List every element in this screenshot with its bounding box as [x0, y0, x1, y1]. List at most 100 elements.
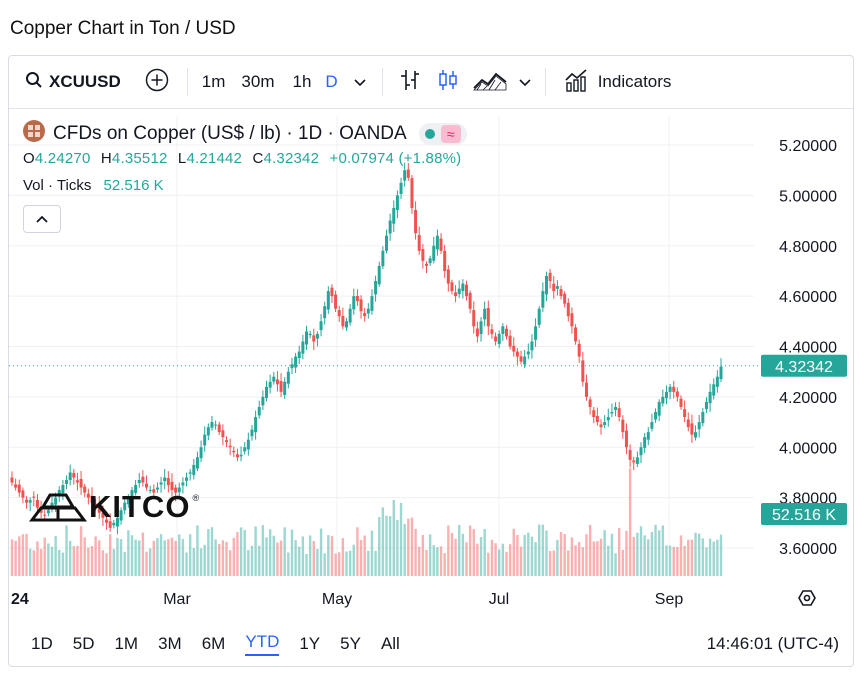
- candle-body: [494, 336, 498, 342]
- area-chart-icon: [472, 69, 507, 96]
- symbol-label: XCUUSD: [49, 72, 121, 91]
- candle-body: [355, 295, 359, 302]
- candle-body: [432, 245, 436, 261]
- collapse-legend-button[interactable]: [23, 205, 61, 233]
- candle-body: [319, 321, 323, 331]
- candle-body: [283, 381, 287, 395]
- candle-body: [584, 382, 588, 397]
- candle-body: [330, 287, 334, 297]
- candle-body: [206, 427, 210, 436]
- symbol-search-button[interactable]: XCUUSD: [25, 71, 121, 94]
- volume-bar: [265, 537, 268, 576]
- candle-body: [275, 379, 279, 385]
- high-value: 4.35512: [111, 150, 168, 167]
- open-label: O: [23, 150, 35, 167]
- candle-body: [708, 391, 712, 404]
- interval-d-button[interactable]: D: [325, 72, 338, 91]
- volume-bar: [258, 545, 261, 576]
- volume-bar: [14, 540, 17, 576]
- range-ytd-button[interactable]: YTD: [245, 632, 280, 656]
- volume-bar: [359, 540, 363, 576]
- candle-body: [603, 422, 607, 426]
- volume-bar: [247, 549, 250, 576]
- bars-style-button[interactable]: [399, 68, 421, 97]
- interval-30m-button[interactable]: 30m: [241, 72, 275, 91]
- range-1d-button[interactable]: 1D: [31, 634, 53, 653]
- candle-body: [461, 283, 465, 292]
- last-price-label: 4.32342: [775, 359, 833, 376]
- settings-gear-icon[interactable]: [798, 590, 816, 606]
- chart-legend-title: CFDs on Copper (US$ / lb) · 1D · OANDA: [53, 123, 407, 144]
- candle-body: [126, 497, 130, 505]
- volume-bar: [665, 545, 668, 576]
- candle-body: [417, 235, 421, 251]
- candle-body: [457, 288, 461, 295]
- volume-bar: [363, 535, 366, 576]
- volume-bar: [185, 552, 188, 576]
- candle-body: [195, 457, 199, 469]
- volume-bar: [614, 553, 617, 576]
- candle-body: [363, 313, 367, 317]
- clock-timezone-label[interactable]: 14:46:01 (UTC-4): [706, 634, 839, 653]
- volume-bar: [607, 545, 610, 576]
- y-tick-label: 4.40000: [779, 340, 837, 357]
- volume-bar: [519, 546, 523, 576]
- volume-bar: [421, 534, 425, 576]
- volume-bar: [596, 541, 599, 576]
- chart-type-dropdown-button[interactable]: [519, 72, 531, 92]
- volume-bar: [498, 549, 501, 576]
- candle-body: [679, 398, 683, 407]
- range-1m-button[interactable]: 1M: [114, 634, 139, 653]
- candle-body: [305, 331, 309, 345]
- candle-body: [188, 472, 192, 474]
- range-3m-button[interactable]: 3M: [158, 634, 182, 653]
- range-5d-button[interactable]: 5D: [72, 634, 95, 653]
- candle-body: [464, 284, 468, 297]
- compare-add-button[interactable]: [145, 68, 169, 97]
- volume-bar: [705, 547, 708, 576]
- volume-bar: [570, 537, 574, 576]
- candle-body: [654, 411, 658, 420]
- volume-bar: [712, 541, 715, 576]
- volume-bar: [697, 533, 701, 576]
- interval-1m-button[interactable]: 1m: [201, 72, 226, 91]
- candle-body: [119, 510, 123, 521]
- candle-body: [443, 250, 447, 271]
- range-5y-button[interactable]: 5Y: [340, 634, 361, 653]
- volume-bar: [639, 526, 643, 576]
- candle-body: [544, 275, 548, 295]
- candles-style-button[interactable]: [437, 68, 459, 97]
- price-chart-plot[interactable]: 5.20000 5.00000 4.80000 4.60000 4.40000 4.200…: [9, 56, 855, 622]
- candle-body: [392, 207, 396, 224]
- market-status-badge[interactable]: ≈: [418, 123, 467, 145]
- volume-bar: [392, 500, 395, 576]
- candle-body: [581, 360, 585, 382]
- candle-body: [632, 460, 636, 463]
- volume-bar: [548, 551, 552, 576]
- low-label: L: [177, 150, 187, 167]
- candle-body: [523, 356, 527, 365]
- y-tick-label: 4.00000: [779, 440, 837, 457]
- range-all-button[interactable]: All: [380, 634, 400, 653]
- interval-dropdown-button[interactable]: [354, 72, 366, 92]
- candle-body: [177, 487, 181, 493]
- candle-body: [334, 294, 338, 309]
- candle-body: [210, 422, 214, 428]
- candle-body: [352, 296, 356, 310]
- range-6m-button[interactable]: 6M: [201, 634, 226, 653]
- volume-bar: [119, 539, 123, 576]
- candle-body: [548, 272, 552, 282]
- candle-body: [435, 235, 439, 250]
- indicators-button[interactable]: Indicators: [564, 68, 671, 97]
- candle-body: [664, 391, 668, 399]
- candle-body: [243, 447, 247, 452]
- candle-body: [75, 480, 79, 483]
- area-style-button[interactable]: [472, 69, 507, 96]
- candle-body: [428, 258, 432, 264]
- candle-body: [221, 430, 225, 438]
- interval-1h-button[interactable]: 1h: [292, 72, 312, 91]
- candle-body: [341, 316, 345, 327]
- volume-bar: [283, 527, 286, 576]
- range-1y-button[interactable]: 1Y: [299, 634, 321, 653]
- candle-body: [552, 283, 556, 292]
